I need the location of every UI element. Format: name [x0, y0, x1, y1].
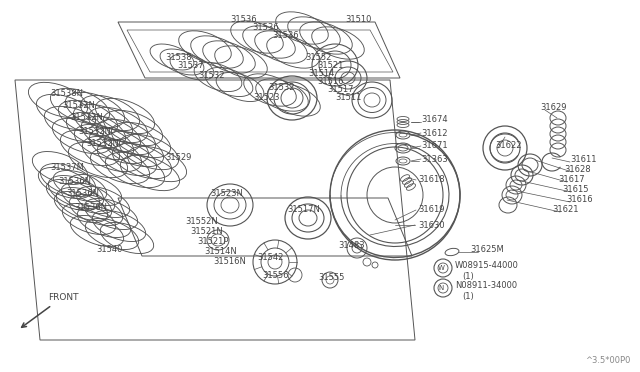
Text: 31510: 31510	[345, 16, 371, 25]
Text: 31612: 31612	[421, 128, 447, 138]
Text: 31618: 31618	[418, 176, 445, 185]
Text: 31537: 31537	[177, 61, 204, 71]
Text: 31671: 31671	[421, 141, 447, 151]
Text: N08911-34000: N08911-34000	[455, 282, 517, 291]
Text: 31616: 31616	[566, 196, 593, 205]
Text: 31621: 31621	[552, 205, 579, 215]
Text: 31619: 31619	[418, 205, 445, 215]
Text: 31537M: 31537M	[50, 164, 84, 173]
Text: 31521N: 31521N	[190, 228, 223, 237]
Text: ^3.5*00P0: ^3.5*00P0	[584, 356, 630, 365]
Text: 31552: 31552	[305, 52, 332, 61]
Text: 31556: 31556	[262, 270, 289, 279]
Text: 31532N: 31532N	[86, 140, 119, 148]
Text: 31538: 31538	[165, 52, 191, 61]
Text: 31536N: 31536N	[66, 189, 99, 199]
Text: 31536N: 31536N	[58, 176, 91, 186]
Text: 31521P: 31521P	[197, 237, 228, 247]
Text: 31674: 31674	[421, 115, 447, 125]
Text: 31532: 31532	[198, 71, 225, 80]
Text: 31536: 31536	[272, 32, 299, 41]
Text: 31516: 31516	[317, 77, 344, 87]
Text: 31628: 31628	[564, 166, 591, 174]
Text: 31483: 31483	[338, 241, 365, 250]
Text: 31625M: 31625M	[470, 246, 504, 254]
Text: 31629: 31629	[540, 103, 566, 112]
Text: W: W	[438, 265, 444, 271]
Text: 31521: 31521	[317, 61, 344, 70]
Text: 31617: 31617	[558, 176, 584, 185]
Text: 31517: 31517	[327, 86, 353, 94]
Text: 31542: 31542	[257, 253, 284, 263]
Text: FRONT: FRONT	[48, 294, 79, 302]
Text: 31536: 31536	[230, 16, 257, 25]
Text: 31516N: 31516N	[213, 257, 246, 266]
Text: 31622: 31622	[495, 141, 522, 150]
Text: 31532N: 31532N	[78, 126, 111, 135]
Text: 31552N: 31552N	[185, 218, 218, 227]
Text: 31511: 31511	[335, 93, 362, 103]
Text: 31529: 31529	[165, 154, 191, 163]
Text: 31532N: 31532N	[62, 100, 95, 109]
Text: 31615: 31615	[562, 186, 589, 195]
Text: N: N	[438, 285, 444, 291]
Text: 31555: 31555	[318, 273, 344, 282]
Text: 31523: 31523	[253, 93, 280, 103]
Text: 31540: 31540	[96, 246, 122, 254]
Text: 31611: 31611	[570, 155, 596, 164]
Text: (1): (1)	[462, 292, 474, 301]
Text: W08915-44000: W08915-44000	[455, 262, 519, 270]
Text: 31523N: 31523N	[210, 189, 243, 198]
Text: 31538N: 31538N	[50, 89, 83, 97]
Text: 31532: 31532	[268, 83, 294, 93]
Text: 31630: 31630	[418, 221, 445, 230]
Text: 31514: 31514	[308, 70, 334, 78]
Text: 31536N: 31536N	[74, 202, 107, 212]
Text: 31532N: 31532N	[70, 113, 103, 122]
Text: (1): (1)	[462, 273, 474, 282]
Text: 31517N: 31517N	[287, 205, 320, 215]
Text: 31514N: 31514N	[204, 247, 237, 257]
Text: 31536: 31536	[252, 23, 278, 32]
Text: 31363: 31363	[421, 154, 448, 164]
